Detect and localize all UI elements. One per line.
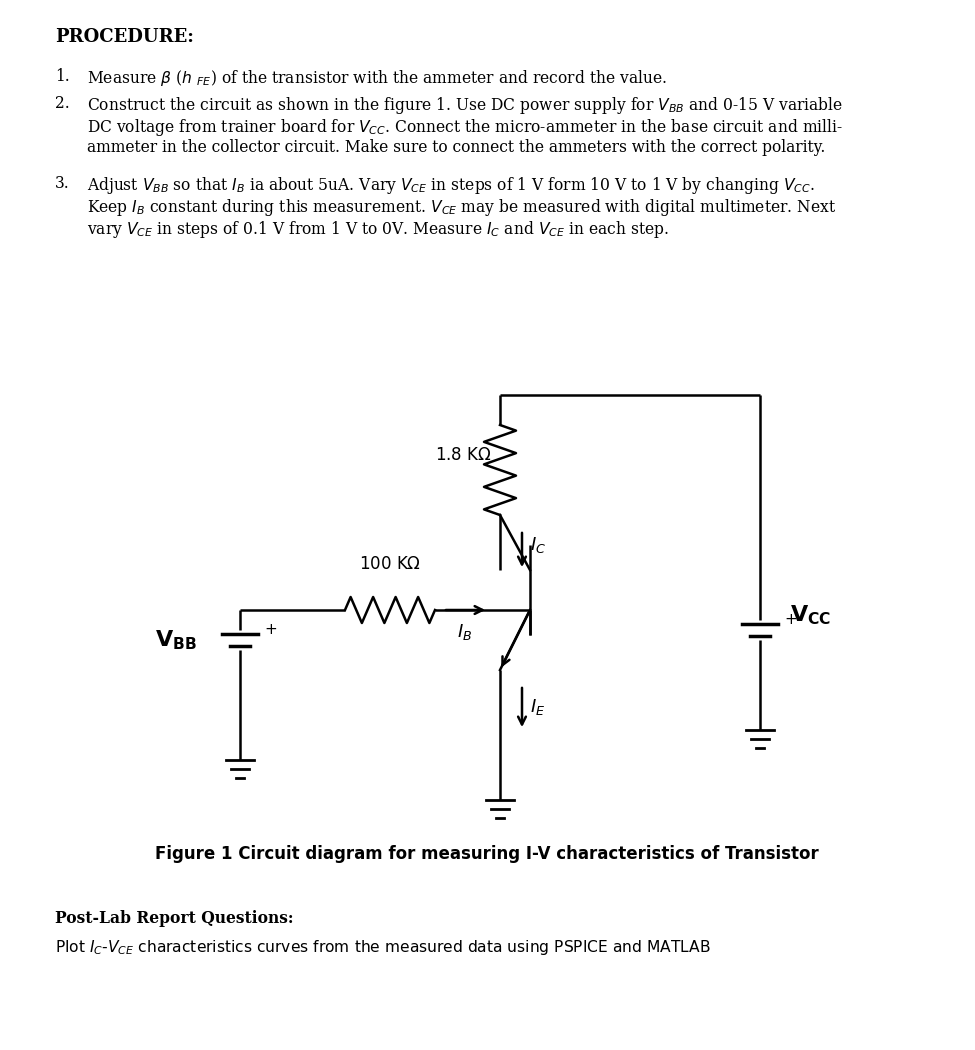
- Text: $I_C$: $I_C$: [530, 536, 546, 555]
- Text: 2.: 2.: [55, 94, 70, 112]
- Text: 3.: 3.: [55, 175, 70, 192]
- Text: DC voltage from trainer board for $V_{CC}$. Connect the micro-ammeter in the bas: DC voltage from trainer board for $V_{CC…: [87, 117, 843, 138]
- Text: +: +: [264, 623, 277, 637]
- Text: $\mathbf{V_{CC}}$: $\mathbf{V_{CC}}$: [790, 603, 832, 627]
- Text: Adjust $V_{BB}$ so that $I_B$ ia about 5uA. Vary $V_{CE}$ in steps of 1 V form 1: Adjust $V_{BB}$ so that $I_B$ ia about 5…: [87, 175, 815, 196]
- Text: 1.8 K$\Omega$: 1.8 K$\Omega$: [435, 446, 491, 464]
- Text: $\mathbf{V_{BB}}$: $\mathbf{V_{BB}}$: [155, 628, 197, 652]
- Text: Plot $I_C$-$V_{CE}$ characteristics curves from the measured data using PSPICE a: Plot $I_C$-$V_{CE}$ characteristics curv…: [55, 938, 711, 957]
- Text: +: +: [784, 612, 797, 628]
- Text: $I_B$: $I_B$: [457, 622, 473, 642]
- Text: 1.: 1.: [55, 68, 70, 85]
- Text: Figure 1 Circuit diagram for measuring I-V characteristics of Transistor: Figure 1 Circuit diagram for measuring I…: [155, 845, 819, 863]
- Text: Measure $\beta$ ($h$ $_{FE}$) of the transistor with the ammeter and record the : Measure $\beta$ ($h$ $_{FE}$) of the tra…: [87, 68, 667, 88]
- Text: $I_E$: $I_E$: [530, 697, 545, 717]
- Text: Construct the circuit as shown in the figure 1. Use DC power supply for $V_{BB}$: Construct the circuit as shown in the fi…: [87, 94, 843, 116]
- Text: Keep $I_B$ constant during this measurement. $V_{CE}$ may be measured with digit: Keep $I_B$ constant during this measurem…: [87, 197, 837, 218]
- Text: Post-Lab Report Questions:: Post-Lab Report Questions:: [55, 910, 293, 927]
- Text: PROCEDURE:: PROCEDURE:: [55, 28, 194, 46]
- Text: ammeter in the collector circuit. Make sure to connect the ammeters with the cor: ammeter in the collector circuit. Make s…: [87, 139, 826, 156]
- Text: vary $V_{CE}$ in steps of 0.1 V from 1 V to 0V. Measure $I_C$ and $V_{CE}$ in ea: vary $V_{CE}$ in steps of 0.1 V from 1 V…: [87, 219, 669, 240]
- Text: 100 K$\Omega$: 100 K$\Omega$: [359, 555, 421, 573]
